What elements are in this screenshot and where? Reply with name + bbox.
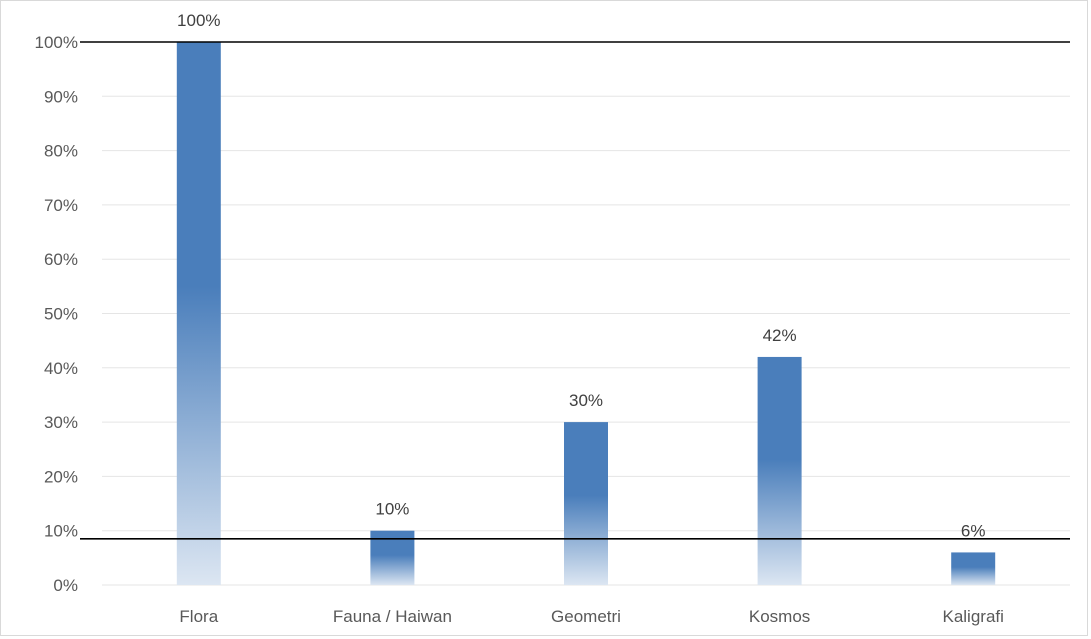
y-axis-tick-labels: 0% 10% 20% 30% 40% 50% 60% 70% 80% 90% 100% xyxy=(35,33,78,595)
x-category-label: Kosmos xyxy=(749,607,810,626)
y-tick-label: 30% xyxy=(44,413,78,432)
x-category-label: Geometri xyxy=(551,607,621,626)
x-axis-category-labels: Flora Fauna / Haiwan Geometri Kosmos Kaligra… xyxy=(179,607,1003,626)
y-tick-label: 20% xyxy=(44,467,78,486)
x-category-label: Flora xyxy=(179,607,218,626)
y-tick-label: 80% xyxy=(44,142,78,161)
y-tick-label: 0% xyxy=(53,576,78,595)
data-label: 10% xyxy=(375,500,409,519)
y-tick-label: 10% xyxy=(44,522,78,541)
y-tick-label: 50% xyxy=(44,305,78,324)
reference-lines xyxy=(80,41,1070,540)
bar xyxy=(176,42,221,585)
data-label: 6% xyxy=(961,521,986,540)
bar xyxy=(564,422,608,585)
x-category-label: Fauna / Haiwan xyxy=(333,607,452,626)
bar xyxy=(757,356,802,585)
bar xyxy=(951,552,996,585)
y-tick-label: 40% xyxy=(44,359,78,378)
y-tick-label: 70% xyxy=(44,196,78,215)
bar xyxy=(370,530,415,585)
data-label: 100% xyxy=(177,11,220,30)
y-tick-label: 60% xyxy=(44,250,78,269)
bars xyxy=(176,42,996,585)
y-tick-label: 90% xyxy=(44,87,78,106)
data-label: 42% xyxy=(763,326,797,345)
data-labels: 100% 10% 30% 42% 6% xyxy=(177,11,985,540)
data-label: 30% xyxy=(569,391,603,410)
gridlines xyxy=(102,41,1070,586)
y-tick-label: 100% xyxy=(35,33,78,52)
x-category-label: Kaligrafi xyxy=(942,607,1003,626)
